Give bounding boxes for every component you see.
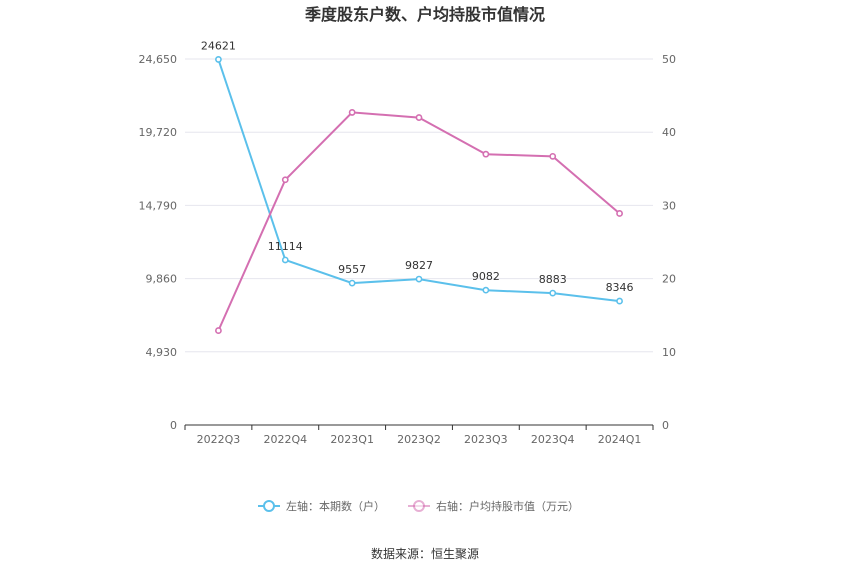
x-tick-label: 2023Q1 xyxy=(330,433,374,446)
x-tick-label: 2023Q2 xyxy=(397,433,441,446)
data-point[interactable] xyxy=(415,114,423,121)
left-tick-label: 14,790 xyxy=(139,199,178,212)
data-label: 9082 xyxy=(472,270,500,283)
legend-item-shareholders[interactable]: 左轴：本期数（户） xyxy=(258,499,385,513)
data-point[interactable] xyxy=(549,289,557,297)
legend-marker-icon xyxy=(413,500,425,512)
data-point[interactable] xyxy=(482,150,490,158)
right-tick-label: 20 xyxy=(662,273,676,286)
x-tick-label: 2024Q1 xyxy=(598,433,642,446)
left-tick-label: 0 xyxy=(170,419,177,432)
gridlines xyxy=(185,58,653,353)
data-source: 数据来源：恒生聚源 xyxy=(371,546,479,561)
legend-marker-icon xyxy=(263,500,275,512)
data-label: 9827 xyxy=(405,259,433,272)
legend-item-market-value[interactable]: 右轴：户均持股市值（万元） xyxy=(408,499,579,513)
data-label: 8346 xyxy=(606,281,634,294)
left-tick-label: 4,930 xyxy=(146,346,178,359)
data-label: 8883 xyxy=(539,273,567,286)
data-point[interactable] xyxy=(616,210,623,217)
data-point[interactable] xyxy=(616,297,623,305)
left-tick-label: 19,720 xyxy=(139,126,178,139)
legend-label: 右轴：户均持股市值（万元） xyxy=(436,499,579,513)
data-label: 24621 xyxy=(201,39,236,52)
series-line-market-value xyxy=(217,111,621,332)
x-tick-label: 2022Q4 xyxy=(263,433,307,446)
data-point[interactable] xyxy=(215,56,222,63)
legend-label: 左轴：本期数（户） xyxy=(286,499,385,513)
left-axis-ticks: 0 4,930 9,860 14,790 19,720 24,650 xyxy=(139,53,178,432)
chart-title: 季度股东户数、户均持股市值情况 xyxy=(304,5,545,24)
legend[interactable]: 左轴：本期数（户） 右轴：户均持股市值（万元） xyxy=(258,499,579,513)
data-point[interactable] xyxy=(348,279,356,287)
right-tick-label: 40 xyxy=(662,126,676,139)
left-tick-label: 24,650 xyxy=(139,53,178,66)
data-point[interactable] xyxy=(215,327,222,334)
data-label: 11114 xyxy=(268,240,303,253)
left-tick-label: 9,860 xyxy=(146,273,178,286)
x-tick-label: 2023Q3 xyxy=(464,433,508,446)
right-axis-ticks: 0 10 20 30 40 50 xyxy=(662,53,676,432)
data-point[interactable] xyxy=(281,176,289,184)
right-tick-label: 0 xyxy=(662,419,669,432)
series-group: 24621 11114 9557 9827 9082 8883 8346 xyxy=(201,39,634,334)
right-tick-label: 50 xyxy=(662,53,676,66)
data-point[interactable] xyxy=(415,275,423,283)
data-point[interactable] xyxy=(549,152,557,160)
right-tick-label: 30 xyxy=(662,199,676,212)
x-axis: 2022Q3 2022Q4 2023Q1 2023Q2 2023Q3 2023Q4 2024… xyxy=(184,424,654,446)
x-tick-label: 2022Q3 xyxy=(197,433,241,446)
x-tick-label: 2023Q4 xyxy=(531,433,575,446)
data-label: 9557 xyxy=(338,263,366,276)
data-point[interactable] xyxy=(348,109,356,116)
data-point[interactable] xyxy=(281,256,289,264)
data-point[interactable] xyxy=(482,286,490,294)
right-tick-label: 10 xyxy=(662,346,676,359)
